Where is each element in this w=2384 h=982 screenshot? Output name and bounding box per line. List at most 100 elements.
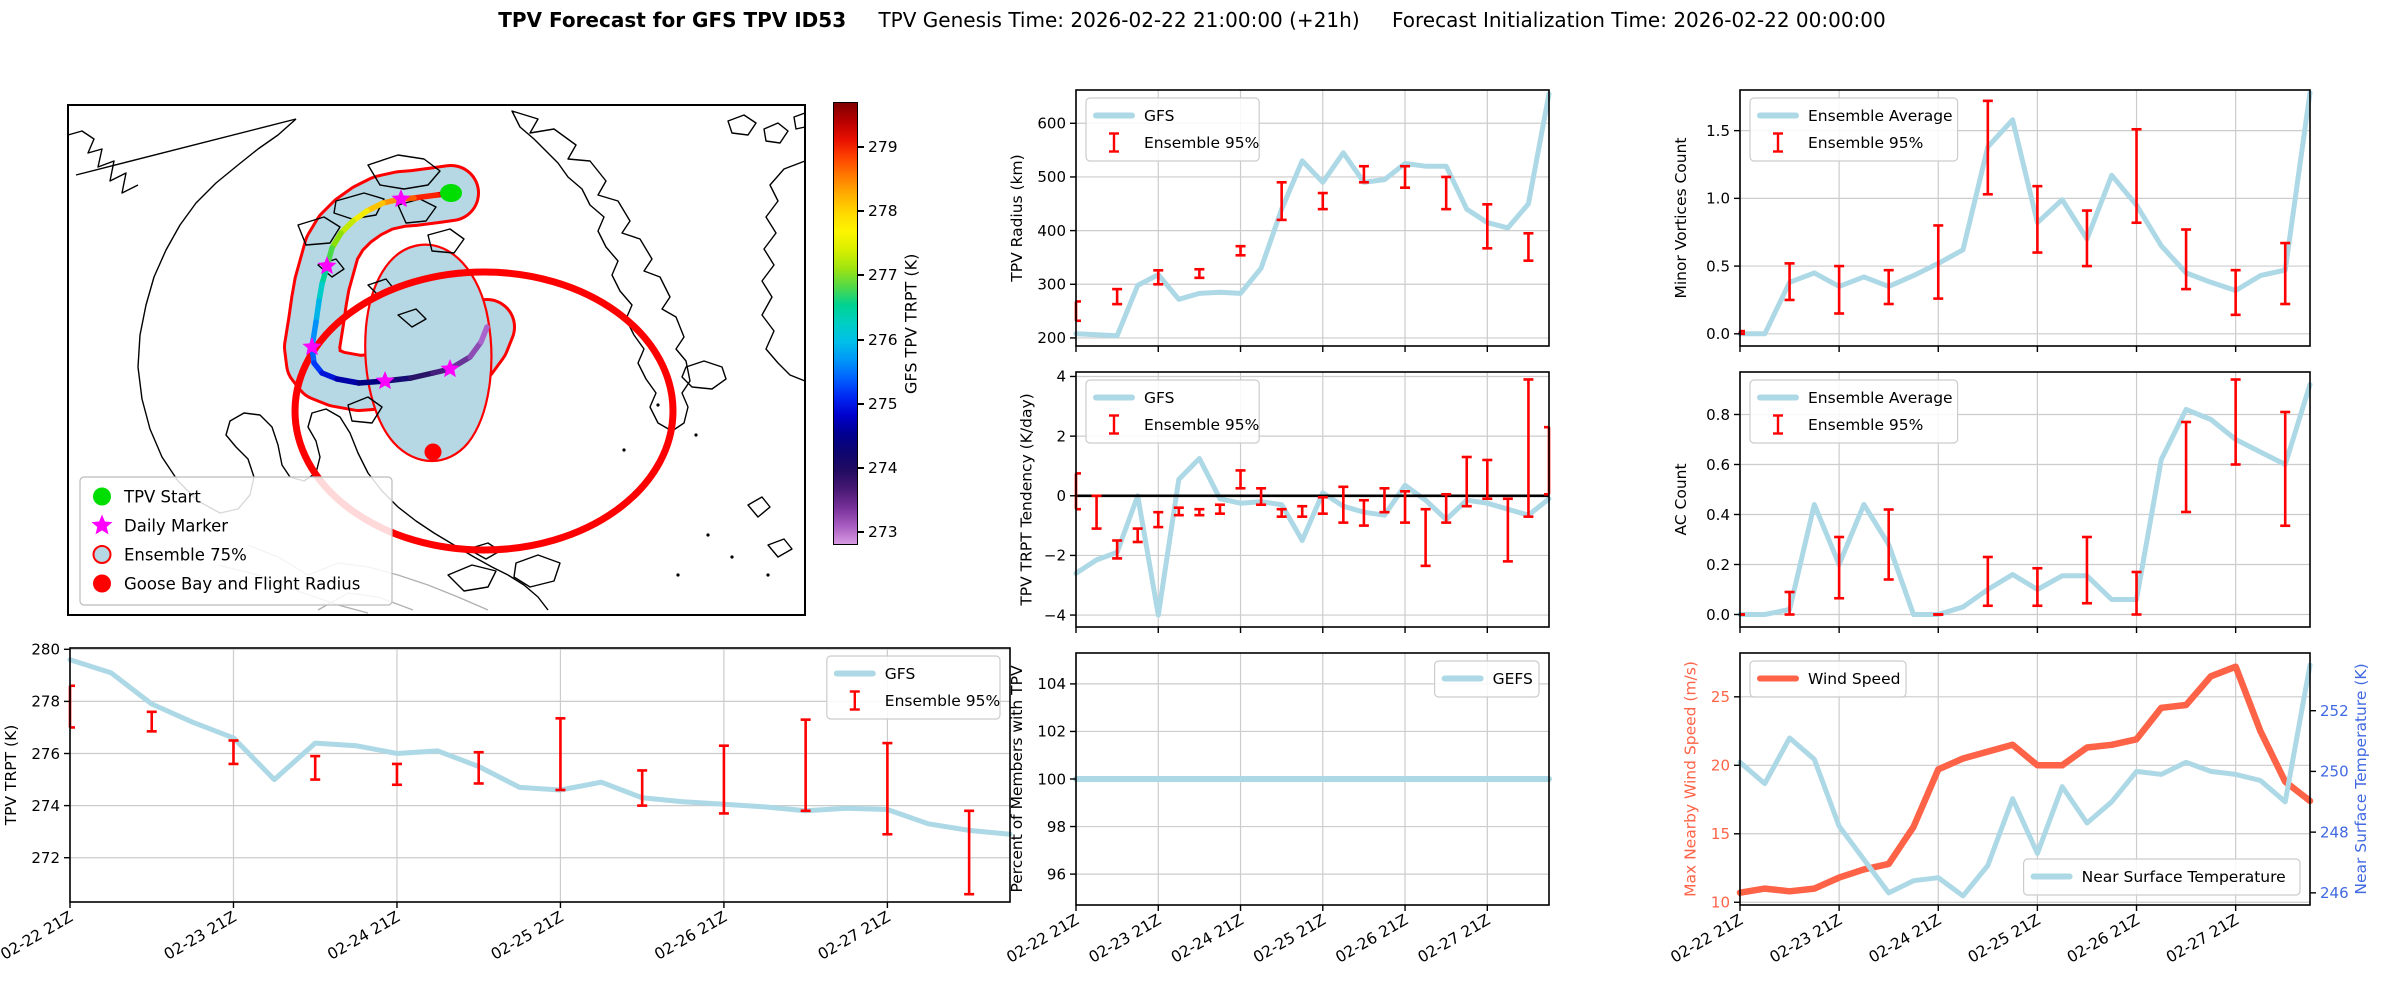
y-tick-label: 1.0 — [1706, 190, 1730, 208]
y-tick-label: 104 — [1037, 675, 1066, 693]
map-svg: TPV Start Daily Marker Ensemble 75% Goose B… — [67, 104, 806, 616]
series-near-surface-temperature — [1737, 662, 2313, 899]
y-tick-label: 252 — [2320, 702, 2349, 720]
map-legend-label: Daily Marker — [124, 516, 228, 535]
legend-label: GEFS — [1493, 670, 1533, 688]
colorbar-tick-label: 275 — [868, 394, 898, 413]
legend: GEFS — [1434, 660, 1540, 698]
colorbar-label: GFS TPV TRPT (K) — [901, 253, 921, 394]
x-tick-label: 02-25 21Z — [1965, 911, 2044, 967]
x-tick-label: 02-27 21Z — [1415, 911, 1494, 967]
x-axis — [1739, 627, 2237, 633]
y-tick-label: 280 — [31, 641, 60, 659]
flight-radius-circle — [291, 268, 677, 554]
plot-border — [1075, 89, 1550, 347]
y-tick-label: 200 — [1037, 329, 1066, 347]
chart-trpt-tendency: −4 −2 0 2 4 TPV TRPT Tendency (K/day) GFS Ensem… — [1017, 368, 1552, 633]
legend: GFS Ensemble 95% — [1085, 379, 1260, 444]
x-tick-label: 02-26 21Z — [651, 908, 730, 964]
colorbar-tick — [858, 402, 864, 405]
x-tick-label: 02-23 21Z — [1767, 911, 1846, 967]
x-axis — [1739, 346, 2237, 352]
y-tick-label: 248 — [2320, 823, 2349, 841]
y-axis-left: 96 98 100 102 104 Percent of Members with TPV — [1008, 665, 1076, 893]
map-legend-label: Goose Bay and Flight Radius — [124, 574, 360, 593]
y-tick-label: 100 — [1037, 770, 1066, 788]
ensemble-errorbars — [1738, 99, 2291, 336]
colorbar-tick — [858, 531, 864, 534]
chart-tendency-svg: −4 −2 0 2 4 TPV TRPT Tendency (K/day) GFS Ensem… — [1017, 368, 1552, 633]
legend-label: GFS — [1144, 389, 1175, 407]
ensemble-errorbars — [1074, 164, 1534, 323]
y-axis-label: Minor Vortices Count — [1672, 137, 1690, 298]
x-tick-label: 02-24 21Z — [1168, 911, 1247, 967]
plot-border — [1739, 89, 2311, 347]
y-tick-label: 300 — [1037, 276, 1066, 294]
colorbar-tick-label: 273 — [868, 523, 898, 542]
y-tick-label: 10 — [1711, 894, 1730, 912]
colorbar-tick — [858, 466, 864, 469]
legend-label: Ensemble 95% — [885, 692, 1000, 710]
title-genesis-time: TPV Genesis Time: 2026-02-22 21:00:00 (+… — [878, 8, 1360, 32]
y-axis-left: 272 274 276 278 280 TPV TRPT (K) — [2, 641, 70, 867]
y-tick-label: 278 — [31, 693, 60, 711]
chart-radius-svg: 200 300 400 500 600 TPV Radius (km) GFS Ensembl… — [1008, 89, 1552, 352]
tpv-start-dot — [440, 184, 462, 202]
colorbar-tick — [858, 210, 864, 213]
daily-marker-star — [391, 189, 411, 208]
x-tick-label: 02-23 21Z — [1086, 911, 1165, 967]
legend: Ensemble Average Ensemble 95% — [1749, 97, 1959, 162]
y-tick-label: 1.5 — [1706, 122, 1730, 140]
colorbar-tick — [858, 145, 864, 148]
legend: Ensemble Average Ensemble 95% — [1749, 379, 1959, 444]
legend-label: Ensemble 95% — [1808, 134, 1923, 152]
series-gfs — [67, 657, 1013, 837]
y-tick-label: 250 — [2320, 763, 2349, 781]
colorbar-tick-label: 276 — [868, 330, 898, 349]
y-tick-label: 15 — [1711, 825, 1730, 843]
y-tick-label: 4 — [1056, 368, 1066, 386]
title-init-time: Forecast Initialization Time: 2026-02-22… — [1391, 8, 1886, 32]
y-tick-label: 0.5 — [1706, 257, 1730, 275]
x-tick-label: 02-24 21Z — [324, 908, 403, 964]
y-axis-label: Percent of Members with TPV — [1008, 665, 1026, 893]
y-tick-label: 272 — [31, 849, 60, 867]
legend-label: Near Surface Temperature — [2082, 868, 2286, 886]
x-tick-label: 02-25 21Z — [1250, 911, 1329, 967]
x-tick-label: 02-23 21Z — [161, 908, 240, 964]
legend: GFS Ensemble 95% — [826, 655, 1001, 720]
legend-label: GFS — [885, 665, 916, 683]
x-axis: 02-22 21Z 02-23 21Z 02-24 21Z 02-25 21Z 02-2… — [1003, 905, 1493, 967]
y-tick-label: 600 — [1037, 115, 1066, 133]
legend-label: Ensemble Average — [1808, 389, 1953, 407]
x-tick-label: 02-24 21Z — [1866, 911, 1945, 967]
colorbar-gradient — [833, 102, 858, 545]
y-axis-label: TPV Radius (km) — [1008, 154, 1026, 282]
x-axis — [1075, 627, 1489, 633]
legend-label: Ensemble 95% — [1144, 134, 1259, 152]
y-tick-label: 25 — [1711, 688, 1730, 706]
tpv-track — [309, 190, 490, 386]
plot-border — [69, 647, 1011, 903]
y-tick-label: 274 — [31, 797, 60, 815]
x-tick-label: 02-27 21Z — [2163, 911, 2242, 967]
y-tick-label: 500 — [1037, 168, 1066, 186]
x-tick-label: 02-22 21Z — [1003, 911, 1082, 967]
map-legend-label: Ensemble 75% — [124, 545, 247, 564]
chart-percent-members: 96 98 100 102 104 Percent of Members with TPV… — [1003, 652, 1552, 967]
map-legend-label: TPV Start — [123, 487, 201, 506]
plot-border — [1739, 371, 2311, 628]
y-tick-label: 0 — [1056, 487, 1066, 505]
y-axis-left: 0.0 0.5 1.0 1.5 Minor Vortices Count — [1672, 122, 1740, 343]
x-tick-label: 02-25 21Z — [488, 908, 567, 964]
y-tick-label: 400 — [1037, 222, 1066, 240]
chart-tpv-radius: 200 300 400 500 600 TPV Radius (km) GFS Ensembl… — [1008, 89, 1552, 352]
y-tick-label: 0.6 — [1706, 456, 1730, 474]
track-map: TPV Start Daily Marker Ensemble 75% Goose B… — [67, 104, 806, 616]
y-tick-label: −2 — [1044, 547, 1066, 565]
x-axis: 02-22 21Z 02-23 21Z 02-24 21Z 02-25 21Z 02-2… — [0, 902, 893, 964]
legend-label: Ensemble 95% — [1144, 416, 1259, 434]
